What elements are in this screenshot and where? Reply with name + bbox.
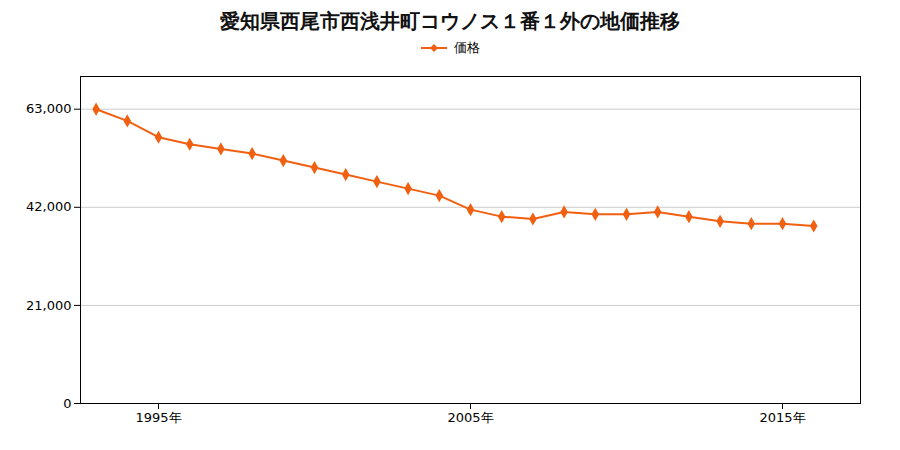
html-text:愛知県西尾市西浅井町コウノス１番１外の地価推移: 愛知県西尾市西浅井町コウノス１番１外の地価推移	[220, 9, 680, 33]
html-text:価格: 価格	[454, 40, 480, 55]
svg-text:2015年: 2015年	[759, 410, 805, 425]
svg-text:2005年: 2005年	[447, 410, 493, 425]
svg-text:21,000: 21,000	[26, 298, 72, 313]
svg-text:63,000: 63,000	[26, 101, 72, 116]
svg-text:42,000: 42,000	[26, 199, 72, 214]
svg-text:0: 0	[63, 396, 71, 411]
svg-text:1995年: 1995年	[135, 410, 181, 425]
